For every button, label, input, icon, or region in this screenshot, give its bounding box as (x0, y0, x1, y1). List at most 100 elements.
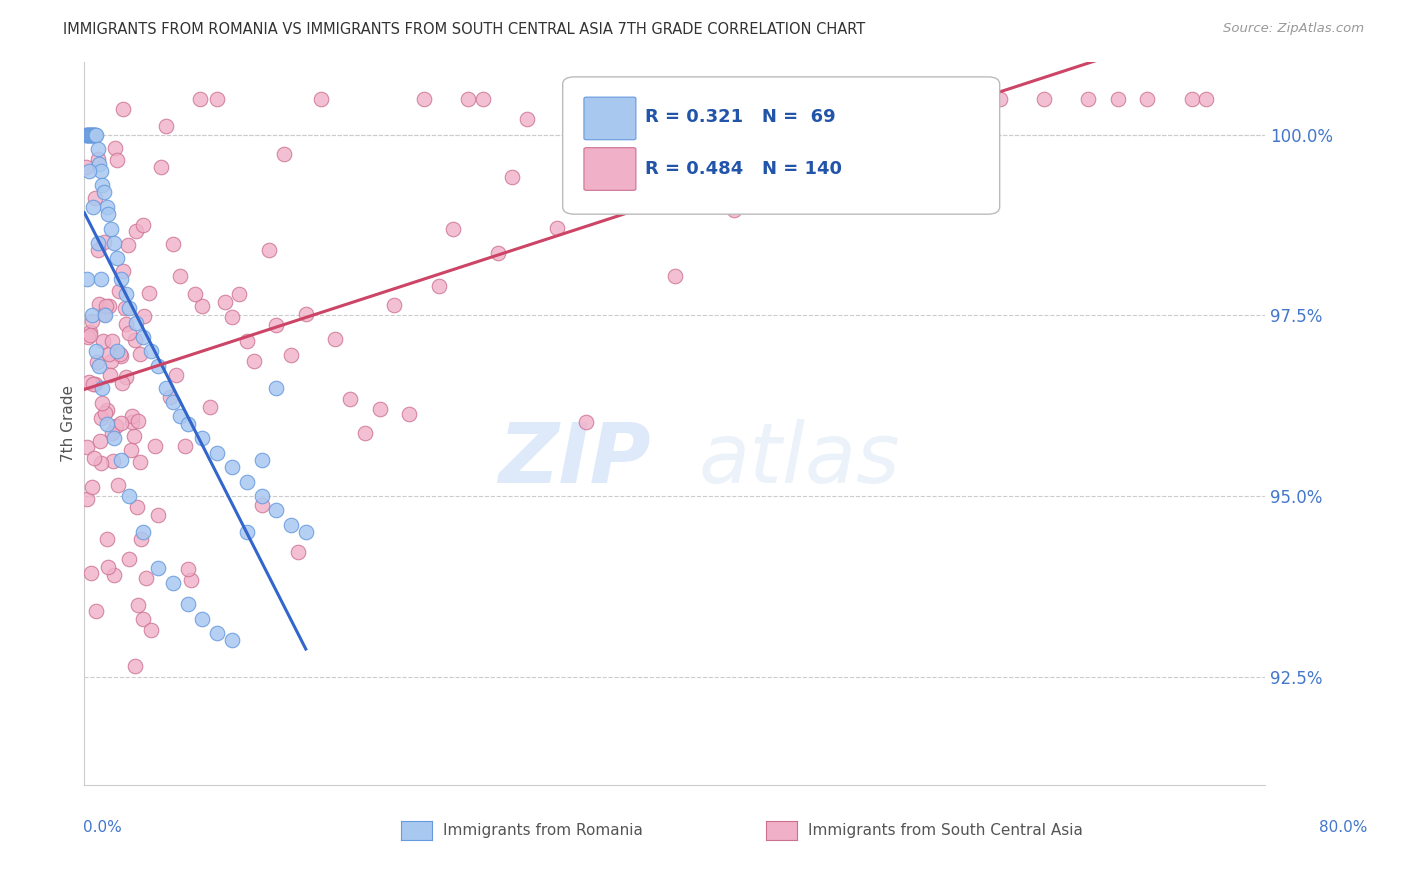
Point (207, 445, 229, 459)
Point (118, 552, 141, 566)
Point (105, 251, 128, 265)
Point (309, 91, 332, 105)
Point (104, 141, 127, 155)
Point (354, 425, 377, 440)
Text: Immigrants from South Central Asia: Immigrants from South Central Asia (808, 823, 1084, 838)
Point (127, 598, 149, 612)
Point (236, 334, 259, 349)
Point (110, 272, 132, 286)
Point (207, 626, 229, 640)
Point (82, 200, 104, 214)
Point (89, 434, 111, 448)
Point (295, 524, 318, 539)
Point (91, 178, 114, 193)
Point (111, 376, 134, 390)
Point (125, 500, 148, 515)
Point (80, 128, 103, 142)
Point (80, 566, 103, 580)
Point (1107, 91, 1129, 105)
Point (1195, 91, 1218, 105)
Point (1136, 91, 1159, 105)
Point (101, 334, 124, 348)
Point (91, 334, 114, 349)
Point (159, 390, 181, 404)
Point (120, 442, 142, 457)
Point (86, 355, 108, 369)
Point (111, 102, 134, 116)
Point (287, 544, 309, 558)
Point (107, 477, 129, 491)
Point (221, 310, 243, 324)
Point (100, 354, 122, 368)
Point (77, 128, 100, 142)
Point (84, 344, 107, 359)
Point (250, 498, 273, 512)
Point (103, 567, 125, 582)
Point (1033, 93, 1056, 107)
Point (1077, 91, 1099, 105)
Point (250, 453, 273, 467)
Point (97, 347, 120, 361)
Point (79, 327, 101, 342)
Point (266, 318, 288, 332)
Point (91, 396, 114, 410)
Point (76, 128, 98, 142)
Point (221, 460, 243, 475)
Point (87, 296, 111, 310)
Point (114, 286, 136, 301)
Point (105, 418, 128, 433)
Point (782, 91, 804, 105)
Point (77, 375, 100, 389)
Text: 80.0%: 80.0% (1319, 821, 1367, 835)
Point (80, 128, 103, 142)
Point (93, 235, 115, 250)
Point (693, 163, 716, 178)
Point (80, 309, 103, 323)
Point (398, 407, 420, 421)
Point (929, 91, 952, 105)
Point (427, 278, 450, 293)
Point (180, 574, 202, 588)
Point (87, 152, 110, 166)
Point (77, 164, 100, 178)
Point (214, 294, 236, 309)
Text: Immigrants from Romania: Immigrants from Romania (443, 823, 643, 838)
Point (988, 91, 1011, 105)
Point (121, 415, 143, 429)
Point (90, 456, 112, 470)
Point (82, 376, 104, 391)
Point (184, 287, 207, 301)
Point (228, 287, 250, 301)
Point (188, 91, 211, 105)
Point (117, 238, 139, 252)
Point (169, 269, 191, 284)
Point (86, 235, 108, 250)
Point (177, 598, 200, 612)
Point (266, 503, 288, 517)
Point (191, 431, 214, 445)
Point (96, 403, 118, 417)
Point (135, 571, 157, 585)
Point (243, 354, 266, 368)
Point (115, 317, 138, 331)
Point (83, 128, 105, 142)
Point (177, 562, 200, 576)
Point (100, 221, 122, 235)
FancyBboxPatch shape (562, 77, 1000, 214)
Point (129, 532, 152, 546)
Point (127, 414, 149, 428)
Point (125, 224, 148, 238)
Point (79, 128, 101, 142)
Point (443, 222, 465, 236)
Point (516, 112, 538, 126)
Point (1181, 91, 1204, 105)
Point (591, 93, 613, 107)
Point (148, 359, 170, 373)
Point (143, 439, 166, 453)
Point (90, 272, 112, 286)
Point (198, 400, 221, 414)
Text: ZIP: ZIP (499, 419, 651, 500)
Point (280, 348, 302, 362)
Point (148, 561, 170, 575)
Point (129, 455, 152, 469)
